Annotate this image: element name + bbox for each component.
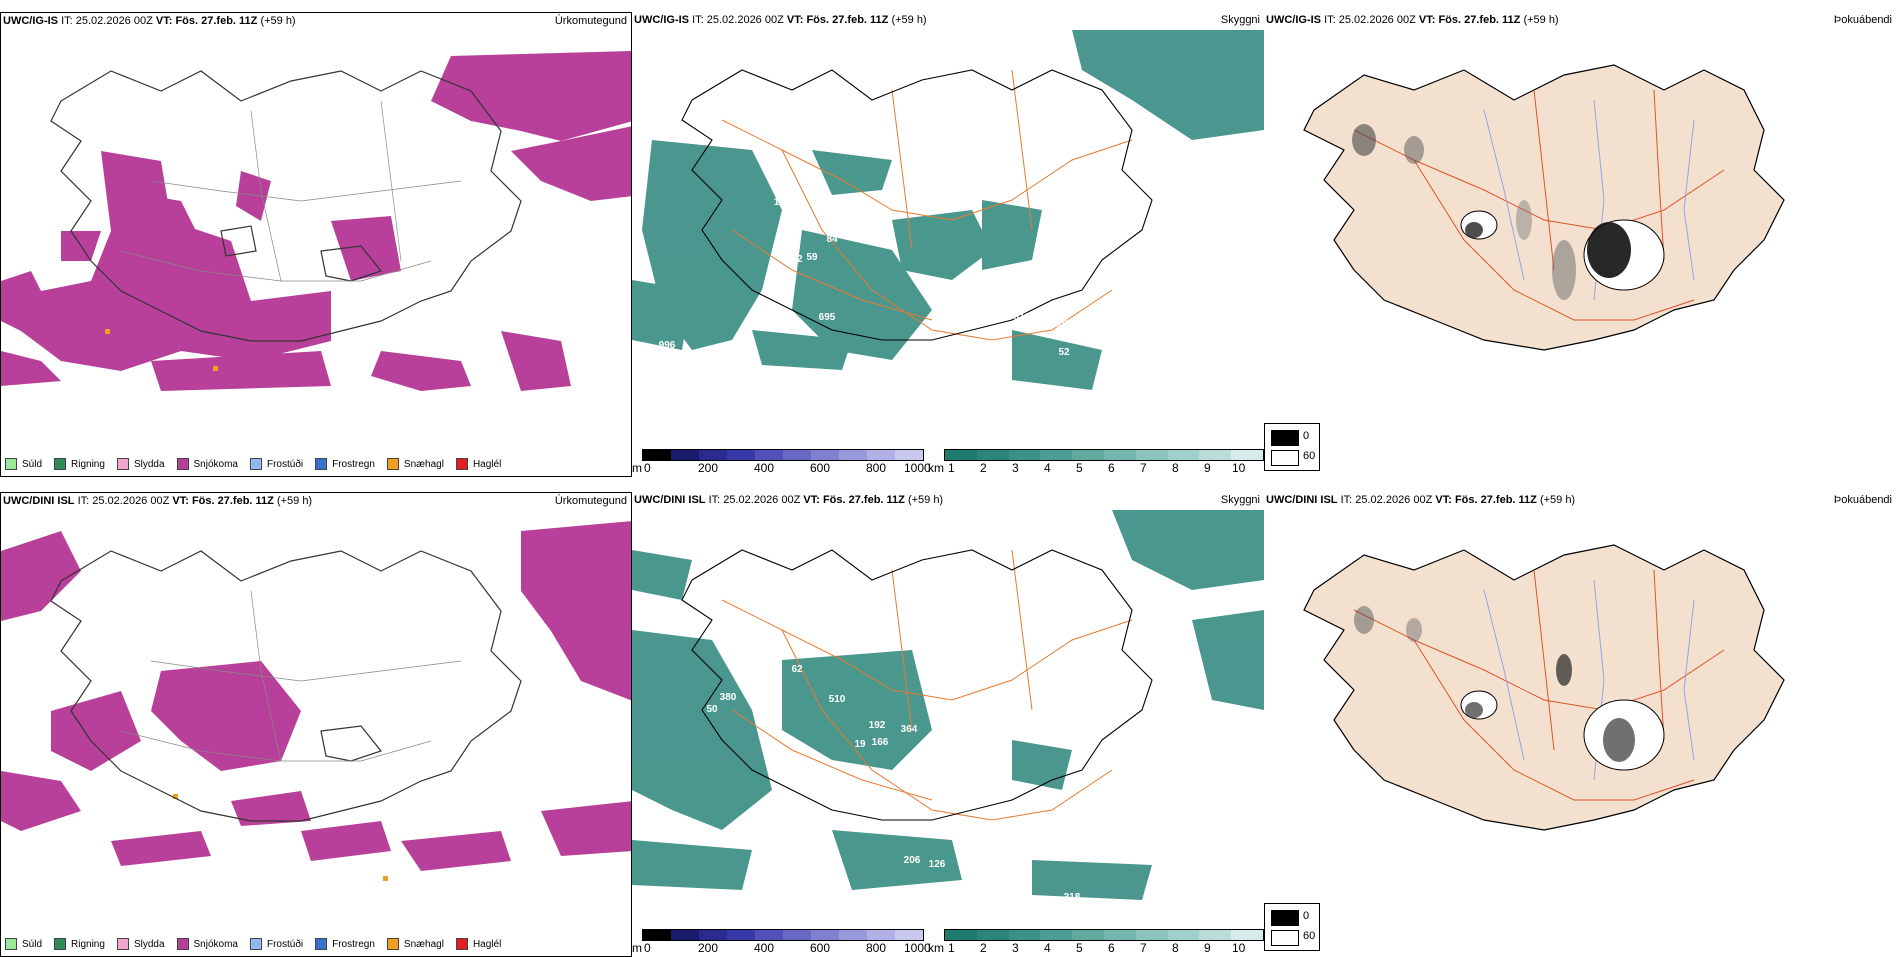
cloud-panel-1: UWC/IG-IS IT: 25.02.2026 00Z VT: Fös. 27…: [632, 12, 1264, 477]
cloud-label: 166: [872, 737, 889, 748]
cloud-label: 996: [659, 340, 676, 351]
panel-header: UWC/IG-IS IT: 25.02.2026 00Z VT: Fös. 27…: [3, 15, 296, 27]
panel-header: UWC/DINI ISL IT: 25.02.2026 00Z VT: Fös.…: [634, 494, 944, 506]
cloud-label: 192: [869, 720, 886, 731]
cloud-label: 120: [944, 717, 961, 728]
fog-map: [1303, 64, 1785, 351]
cloud-label: 449: [902, 825, 919, 836]
cloud-label: 131: [774, 197, 791, 208]
cloud-map: 62 380 50 510 192 364 166 19 120 21 23 9…: [632, 510, 1264, 903]
cloud-legend: m 0 200 400 600 800 1000 km 1 2 3 4 5 6 …: [632, 925, 1264, 957]
legend-item-frostudi: Frostúði: [249, 458, 303, 470]
cloud-label: 126: [929, 859, 946, 870]
legend-swatch: [386, 938, 399, 950]
cloud-label: 679: [930, 361, 947, 372]
panel-header: UWC/IG-IS IT: 25.02.2026 00Z VT: Fös. 27…: [634, 14, 927, 26]
precip-legend: Súld Rigning Slydda Snjókoma Frostúði Fr…: [5, 938, 501, 950]
cloud-label: 366: [906, 355, 923, 366]
legend-swatch: [249, 938, 262, 950]
cloud-map: 131 84 42 59 695 996 78 134 25 612 16 52…: [632, 30, 1264, 438]
panel-title: Þokuábendi: [1833, 14, 1892, 26]
fog-legend-dark: [1271, 430, 1299, 446]
legend-swatch: [54, 458, 67, 470]
legend-swatch: [5, 938, 17, 950]
cloud-label: 19: [854, 739, 866, 750]
cloud-label: 206: [904, 855, 921, 866]
cloud-label: 42: [791, 254, 803, 265]
cloud-label: 84: [826, 234, 838, 245]
cloud-label: 52: [1058, 347, 1070, 358]
fog-legend: 0 60: [1264, 903, 1320, 951]
cloud-label: 25: [1001, 294, 1013, 305]
precip-panel-2: UWC/DINI ISL IT: 25.02.2026 00Z VT: Fös.…: [0, 492, 632, 957]
legend-swatch: [249, 458, 262, 470]
legend-item-frostregn: Frostregn: [315, 458, 375, 470]
cloud-legend: m 0 200 400 600 800 1000 km 1 2 3 4 5 6 …: [632, 445, 1264, 477]
cloud-label: 78: [996, 267, 1008, 278]
fog-legend-dark: [1271, 910, 1299, 926]
panel-header: UWC/IG-IS IT: 25.02.2026 00Z VT: Fös. 27…: [1266, 14, 1559, 26]
fog-map: [1303, 544, 1785, 831]
legend-item-sudd: Súld: [5, 458, 42, 470]
legend-item-slydda: Slydda: [116, 458, 165, 470]
legend-item-frostudi: Frostúði: [249, 938, 303, 950]
legend-item-sudd: Súld: [5, 938, 42, 950]
panel-header: UWC/DINI ISL IT: 25.02.2026 00Z VT: Fös.…: [3, 495, 313, 507]
fog-panel-1: UWC/IG-IS IT: 25.02.2026 00Z VT: Fös. 27…: [1264, 12, 1896, 477]
panel-title: Úrkomutegund: [554, 495, 627, 507]
fog-legend: 0 60: [1264, 423, 1320, 471]
cloud-label: 940: [776, 805, 793, 816]
panel-title: Úrkomutegund: [554, 15, 627, 27]
cloud-label: 59: [806, 252, 818, 263]
cloud-label: 364: [901, 724, 918, 735]
legend-item-haglel: Haglél: [455, 458, 501, 470]
legend-swatch: [386, 458, 399, 470]
cloud-label: 510: [829, 694, 846, 705]
precip-legend: Súld Rigning Slydda Snjókoma Frostúði Fr…: [5, 458, 501, 470]
legend-swatch: [116, 458, 129, 470]
fog-panel-2: UWC/DINI ISL IT: 25.02.2026 00Z VT: Fös.…: [1264, 492, 1896, 957]
legend-swatch: [455, 458, 468, 470]
cloud-label: 21: [922, 757, 934, 768]
cloud-label: 50: [706, 704, 718, 715]
cloud-label: 62: [791, 664, 803, 675]
legend-swatch: [455, 938, 468, 950]
cloud-label: 99: [1062, 785, 1074, 796]
legend-item-haglel: Haglél: [455, 938, 501, 950]
legend-item-frostregn: Frostregn: [315, 938, 375, 950]
cloud-label: 380: [720, 692, 737, 703]
legend-swatch: [176, 458, 189, 470]
legend-item-snaehagl: Snæhagl: [386, 938, 444, 950]
cloud-label: 612: [1014, 312, 1031, 323]
legend-item-snaehagl: Snæhagl: [386, 458, 444, 470]
legend-item-snjokoma: Snjókoma: [176, 458, 238, 470]
cloud-label: 695: [819, 312, 836, 323]
legend-swatch: [315, 938, 328, 950]
legend-swatch: [315, 458, 328, 470]
cloud-label: 134: [1009, 282, 1026, 293]
cloud-label: 318: [1064, 892, 1081, 903]
cloud-label: 998: [1154, 427, 1171, 438]
panel-title: Skyggni: [1220, 14, 1260, 26]
legend-item-snjokoma: Snjókoma: [176, 938, 238, 950]
legend-item-rigning: Rigning: [54, 458, 105, 470]
panel-title: Skyggni: [1220, 494, 1260, 506]
legend-swatch: [116, 938, 129, 950]
cloud-panel-2: UWC/DINI ISL IT: 25.02.2026 00Z VT: Fös.…: [632, 492, 1264, 957]
legend-swatch: [54, 938, 67, 950]
panel-title: Þokuábendi: [1833, 494, 1892, 506]
legend-swatch: [5, 458, 17, 470]
cloud-label: 23: [1016, 732, 1028, 743]
cloud-label: 16: [1056, 319, 1068, 330]
panel-header: UWC/DINI ISL IT: 25.02.2026 00Z VT: Fös.…: [1266, 494, 1576, 506]
precip-panel-1: UWC/IG-IS IT: 25.02.2026 00Z VT: Fös. 27…: [0, 12, 632, 477]
legend-item-rigning: Rigning: [54, 938, 105, 950]
legend-swatch: [176, 938, 189, 950]
precip-map: [1, 521, 631, 881]
precip-map: [1, 51, 631, 391]
fog-legend-light: [1271, 450, 1299, 466]
legend-item-slydda: Slydda: [116, 938, 165, 950]
fog-legend-light: [1271, 930, 1299, 946]
